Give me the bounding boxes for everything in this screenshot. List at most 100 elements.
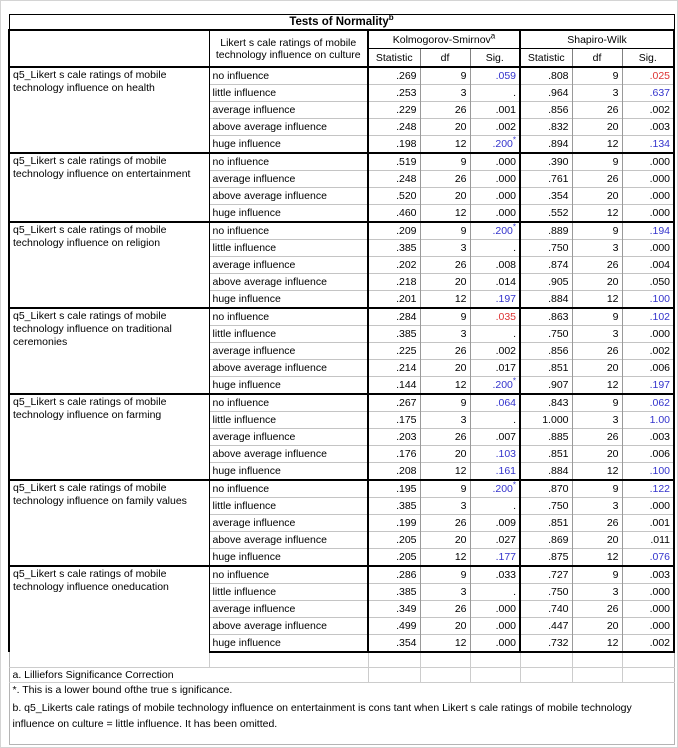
ks-statistic-cell: .218: [367, 273, 420, 291]
sw-df-cell: 12: [571, 204, 622, 222]
ks-df-cell: 12: [419, 634, 470, 653]
table-row: average influence .225 26.002.856 26.002: [9, 342, 675, 360]
sw-sig-cell: .002: [621, 342, 675, 360]
ks-df-cell: 3: [419, 325, 470, 343]
ks-statistic-cell: .175: [367, 411, 420, 429]
sw-sig-cell: .002: [621, 634, 675, 653]
table-row: above average influence .218 20.014.905 20.…: [9, 273, 675, 291]
sw-statistic-cell: .447: [519, 617, 572, 635]
sw-sig-cell: 1.00: [621, 411, 675, 429]
influence-level-cell: above average influence: [208, 617, 368, 635]
empty-cell: [419, 667, 470, 683]
sw-sig-cell: .000: [621, 170, 675, 188]
ks-sig-cell: .000: [469, 187, 520, 205]
ks-statistic-cell: .286: [367, 565, 420, 584]
kolmogorov-smirnov-header: Kolmogorov-Smirnova: [367, 29, 520, 49]
sw-statistic-cell: .750: [519, 239, 572, 257]
influence-level-cell: no influence: [208, 152, 368, 171]
spacer-cell: [621, 652, 675, 668]
ks-sig-cell: .033: [469, 565, 520, 584]
sw-df-cell: 3: [571, 325, 622, 343]
ks-df-cell: 12: [419, 204, 470, 222]
sw-statistic-cell: .884: [519, 462, 572, 480]
sw-df-cell: 26: [571, 101, 622, 119]
ks-sig-cell: .027: [469, 531, 520, 549]
spacer-cell: [208, 652, 368, 668]
sw-sig-cell: .000: [621, 204, 675, 222]
ks-sig-cell: .200*: [469, 479, 520, 498]
ks-statistic-cell: .205: [367, 548, 420, 566]
sw-sig-cell: .000: [621, 600, 675, 618]
influence-level-cell: little influence: [208, 497, 368, 515]
sig-footnote-marker: *: [512, 222, 516, 232]
ks-sig-cell: .000: [469, 204, 520, 222]
ks-statistic-cell: .214: [367, 359, 420, 377]
sw-sig-cell: .122: [621, 479, 675, 498]
footnote-a: a. Lilliefors Significance Correction: [8, 667, 368, 683]
sw-statistic-cell: .808: [519, 66, 572, 85]
table-row: average influence .248 26.000.761 26.000: [9, 170, 675, 188]
ks-statistic-cell: .269: [367, 66, 420, 85]
sw-sig-cell: .000: [621, 187, 675, 205]
table-row: huge influence .205 12.177.875 12.076: [9, 548, 675, 566]
sw-statistic-cell: .863: [519, 307, 572, 326]
footnote-b: b. q5_Likerts cale ratings of mobile tec…: [8, 697, 675, 745]
influence-level-cell: average influence: [208, 514, 368, 532]
ks-sig-cell: .007: [469, 428, 520, 446]
ks-sig-cell: .197: [469, 290, 520, 308]
influence-level-cell: above average influence: [208, 445, 368, 463]
sw-df-cell: 26: [571, 600, 622, 618]
sw-sig-cell: .000: [621, 497, 675, 515]
footnote-a-row: a. Lilliefors Significance Correction: [8, 667, 675, 683]
influence-level-cell: huge influence: [208, 204, 368, 222]
ks-df-cell: 12: [419, 135, 470, 153]
sw-sig-cell: .003: [621, 428, 675, 446]
sw-statistic-cell: .894: [519, 135, 572, 153]
ks-statistic-header: Statistic: [367, 48, 420, 68]
table-row: above average influence .520 20.000.354 20.…: [9, 187, 675, 205]
sw-statistic-cell: .761: [519, 170, 572, 188]
influence-level-cell: huge influence: [208, 548, 368, 566]
table-row: average influence .229 26.001.856 26.002: [9, 101, 675, 119]
spacer-cell: [519, 652, 572, 668]
spacer-row: [8, 652, 675, 668]
table-row: above average influence .176 20.103.851 20.…: [9, 445, 675, 463]
empty-cell: [571, 667, 622, 683]
ks-df-cell: 20: [419, 531, 470, 549]
ks-df-cell: 26: [419, 514, 470, 532]
empty-cell: [469, 667, 520, 683]
sw-df-cell: 12: [571, 376, 622, 394]
ks-statistic-cell: .349: [367, 600, 420, 618]
ks-header-text: Kolmogorov-Smirnov: [392, 33, 491, 46]
ks-df-cell: 20: [419, 445, 470, 463]
influence-level-cell: average influence: [208, 256, 368, 274]
ks-df-cell: 26: [419, 342, 470, 360]
sig-footnote-marker: *: [512, 135, 516, 145]
sw-df-cell: 3: [571, 497, 622, 515]
influence-level-cell: little influence: [208, 239, 368, 257]
sw-statistic-cell: .851: [519, 514, 572, 532]
tests-of-normality-sheet: Tests of Normalityb Likert s cale rating…: [8, 14, 675, 745]
ks-statistic-cell: .385: [367, 497, 420, 515]
sw-statistic-cell: .885: [519, 428, 572, 446]
ks-statistic-cell: .460: [367, 204, 420, 222]
sw-statistic-cell: .905: [519, 273, 572, 291]
ks-sig-cell: .035: [469, 307, 520, 326]
influence-level-cell: no influence: [208, 221, 368, 240]
table-title-text: Tests of Normality: [289, 16, 389, 28]
sw-df-cell: 12: [571, 462, 622, 480]
sw-statistic-cell: .851: [519, 445, 572, 463]
influence-level-cell: huge influence: [208, 634, 368, 653]
sw-df-cell: 9: [571, 393, 622, 412]
sw-sig-header: Sig.: [621, 48, 675, 68]
sw-df-cell: 3: [571, 84, 622, 102]
sw-statistic-cell: .875: [519, 548, 572, 566]
ks-df-cell: 26: [419, 256, 470, 274]
header-row-tests: Likert s cale ratings of mobile technolo…: [8, 29, 675, 68]
table-row: little influence .385 3. .750 3.000: [9, 583, 675, 601]
ks-statistic-cell: .198: [367, 135, 420, 153]
sw-df-cell: 12: [571, 290, 622, 308]
ks-df-cell: 9: [419, 565, 470, 584]
sw-df-cell: 26: [571, 514, 622, 532]
sw-statistic-cell: .832: [519, 118, 572, 136]
